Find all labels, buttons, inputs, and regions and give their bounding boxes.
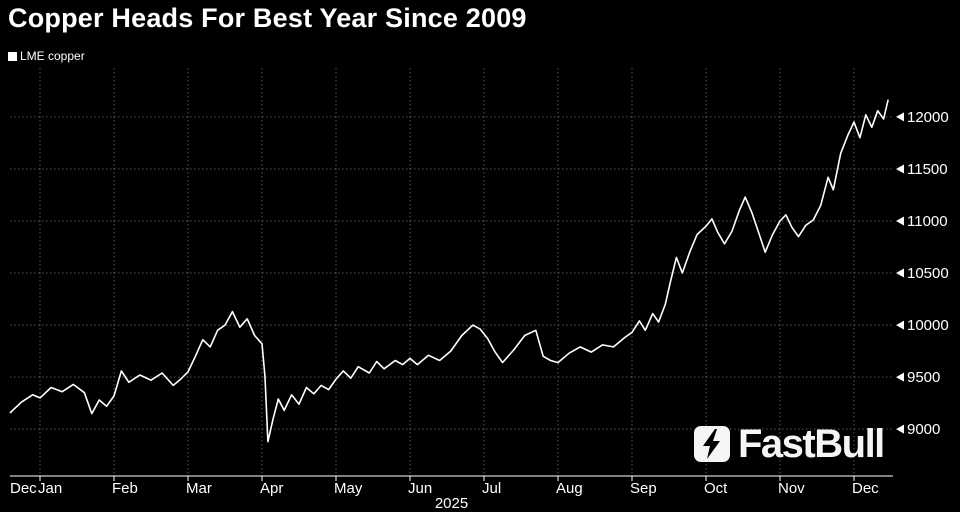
x-axis-label: Nov bbox=[778, 480, 805, 497]
x-axis-label: Feb bbox=[112, 480, 138, 497]
legend-swatch-icon bbox=[8, 51, 17, 61]
x-axis-label: Jan bbox=[38, 480, 62, 497]
y-axis-label: 9500 bbox=[907, 369, 940, 386]
y-axis-label: 9000 bbox=[907, 421, 940, 438]
y-axis-label: 11000 bbox=[907, 213, 948, 230]
y-axis-label: 10500 bbox=[907, 265, 949, 282]
fastbull-watermark: FastBull bbox=[692, 422, 885, 466]
y-tick-arrow-icon bbox=[896, 164, 904, 174]
y-axis-label: 11500 bbox=[907, 161, 948, 178]
x-axis-label: Oct bbox=[704, 480, 728, 497]
x-axis-label: Jun bbox=[408, 480, 432, 497]
x-axis-year-label: 2025 bbox=[434, 495, 469, 512]
x-axis-label: Apr bbox=[260, 480, 283, 497]
x-axis-label: Dec bbox=[852, 480, 879, 497]
fastbull-logo-icon bbox=[694, 426, 730, 462]
y-tick-arrow-icon bbox=[896, 320, 904, 330]
y-tick-arrow-icon bbox=[896, 268, 904, 278]
legend: LME copper bbox=[8, 49, 85, 63]
fastbull-logo-text: FastBull bbox=[738, 422, 885, 466]
x-axis-label: Aug bbox=[556, 480, 583, 497]
copper-price-line bbox=[9, 99, 889, 443]
x-axis-label: Jul bbox=[482, 480, 501, 497]
y-tick-arrow-icon bbox=[896, 112, 904, 122]
x-axis-label: Mar bbox=[186, 480, 212, 497]
x-axis-label: Dec bbox=[10, 480, 37, 497]
y-tick-arrow-icon bbox=[896, 372, 904, 382]
x-axis-label: May bbox=[334, 480, 363, 497]
y-axis-label: 12000 bbox=[907, 109, 949, 126]
y-tick-arrow-icon bbox=[896, 216, 904, 226]
x-axis-label: Sep bbox=[630, 480, 657, 497]
legend-label: LME copper bbox=[20, 49, 85, 63]
y-axis-label: 10000 bbox=[907, 317, 949, 334]
chart-title: Copper Heads For Best Year Since 2009 bbox=[8, 3, 527, 33]
y-tick-arrow-icon bbox=[896, 424, 904, 434]
